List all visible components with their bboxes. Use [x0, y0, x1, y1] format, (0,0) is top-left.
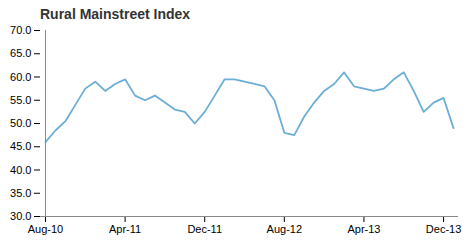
- svg-text:45.0: 45.0: [10, 140, 31, 152]
- svg-text:30.0: 30.0: [10, 210, 31, 222]
- svg-text:40.0: 40.0: [10, 164, 31, 176]
- html-text:Rural Mainstreet Index: Rural Mainstreet Index: [40, 6, 191, 22]
- svg-text:Dec-13: Dec-13: [426, 223, 461, 235]
- svg-text:70.0: 70.0: [10, 24, 31, 36]
- svg-text:Apr-11: Apr-11: [109, 223, 141, 235]
- svg-text:65.0: 65.0: [10, 47, 31, 59]
- svg-text:50.0: 50.0: [10, 117, 31, 129]
- svg-text:Apr-13: Apr-13: [347, 223, 380, 235]
- svg-text:Aug-12: Aug-12: [267, 223, 302, 235]
- svg-text:35.0: 35.0: [10, 187, 31, 199]
- svg-text:60.0: 60.0: [10, 71, 31, 83]
- svg-text:Dec-11: Dec-11: [187, 223, 222, 235]
- svg-text:Aug-10: Aug-10: [28, 223, 63, 235]
- svg-text:55.0: 55.0: [10, 94, 31, 106]
